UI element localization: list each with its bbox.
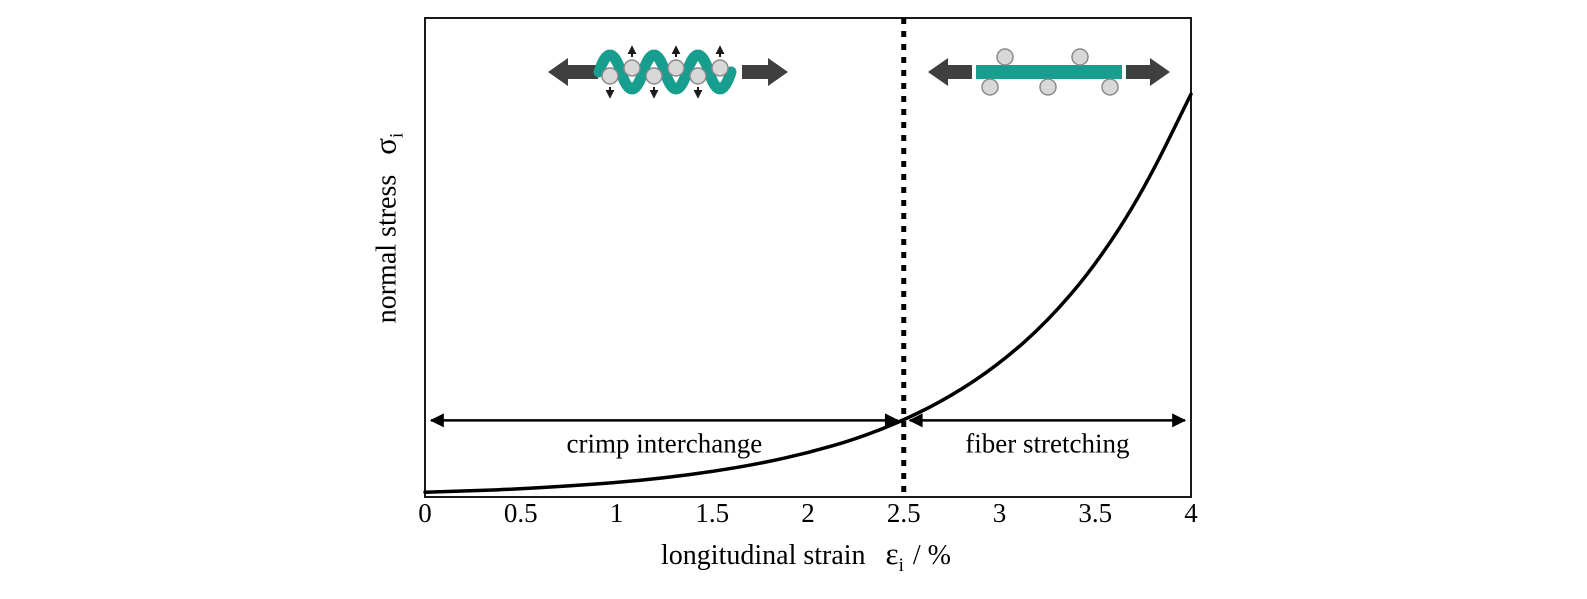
region-label: crimp interchange [567,428,763,458]
straight-fiber-icon [976,65,1122,79]
y-axis-label: normal stress σi [367,133,408,324]
chart-dynamic-layer: crimp interchange fiber stretching 0 0.5 1 1.… [418,18,1198,528]
x-tick-label: 1 [610,498,624,528]
x-axis-unit: / % [912,540,951,571]
crimp-interchange-illustration [548,45,788,99]
fiber-stretching-illustration [928,48,1170,96]
sigma-symbol: σi [367,132,408,155]
x-tick-label: 3.5 [1078,498,1112,528]
stretch-arrow-left-icon [928,58,972,86]
y-axis-label-text: normal stress [371,174,403,324]
region-label: fiber stretching [965,428,1129,458]
x-axis-label-text: longitudinal strain [661,540,866,571]
transverse-fiber-node-icon [711,59,729,77]
transverse-fiber-node-icon [996,48,1014,66]
transverse-fiber-node-icon [689,67,707,85]
transverse-fiber-node-icon [1071,48,1089,66]
stretch-arrow-left-icon [548,58,598,86]
transverse-fiber-node-icon [601,67,619,85]
x-tick-label: 4 [1184,498,1198,528]
transverse-fiber-node-icon [645,67,663,85]
x-tick-label: 0 [418,498,432,528]
x-axis-label: longitudinal strain εi / % [661,536,951,577]
stress-strain-curve [423,92,1193,494]
transverse-fiber-node-icon [981,78,999,96]
x-tick-label: 2.5 [887,498,921,528]
transverse-fiber-node-icon [667,59,685,77]
crimped-fiber-icon [593,49,737,95]
stretch-arrow-right-icon [1126,58,1170,86]
x-tick-label: 1.5 [695,498,729,528]
plot-area [424,17,1192,498]
transverse-fiber-node-icon [1039,78,1057,96]
stretch-arrow-right-icon [742,58,788,86]
x-tick-label: 0.5 [504,498,538,528]
transverse-fiber-node-icon [1101,78,1119,96]
transverse-fiber-node-icon [623,59,641,77]
x-tick-label: 3 [993,498,1007,528]
x-tick-label: 2 [801,498,815,528]
epsilon-symbol: εi [885,536,904,577]
